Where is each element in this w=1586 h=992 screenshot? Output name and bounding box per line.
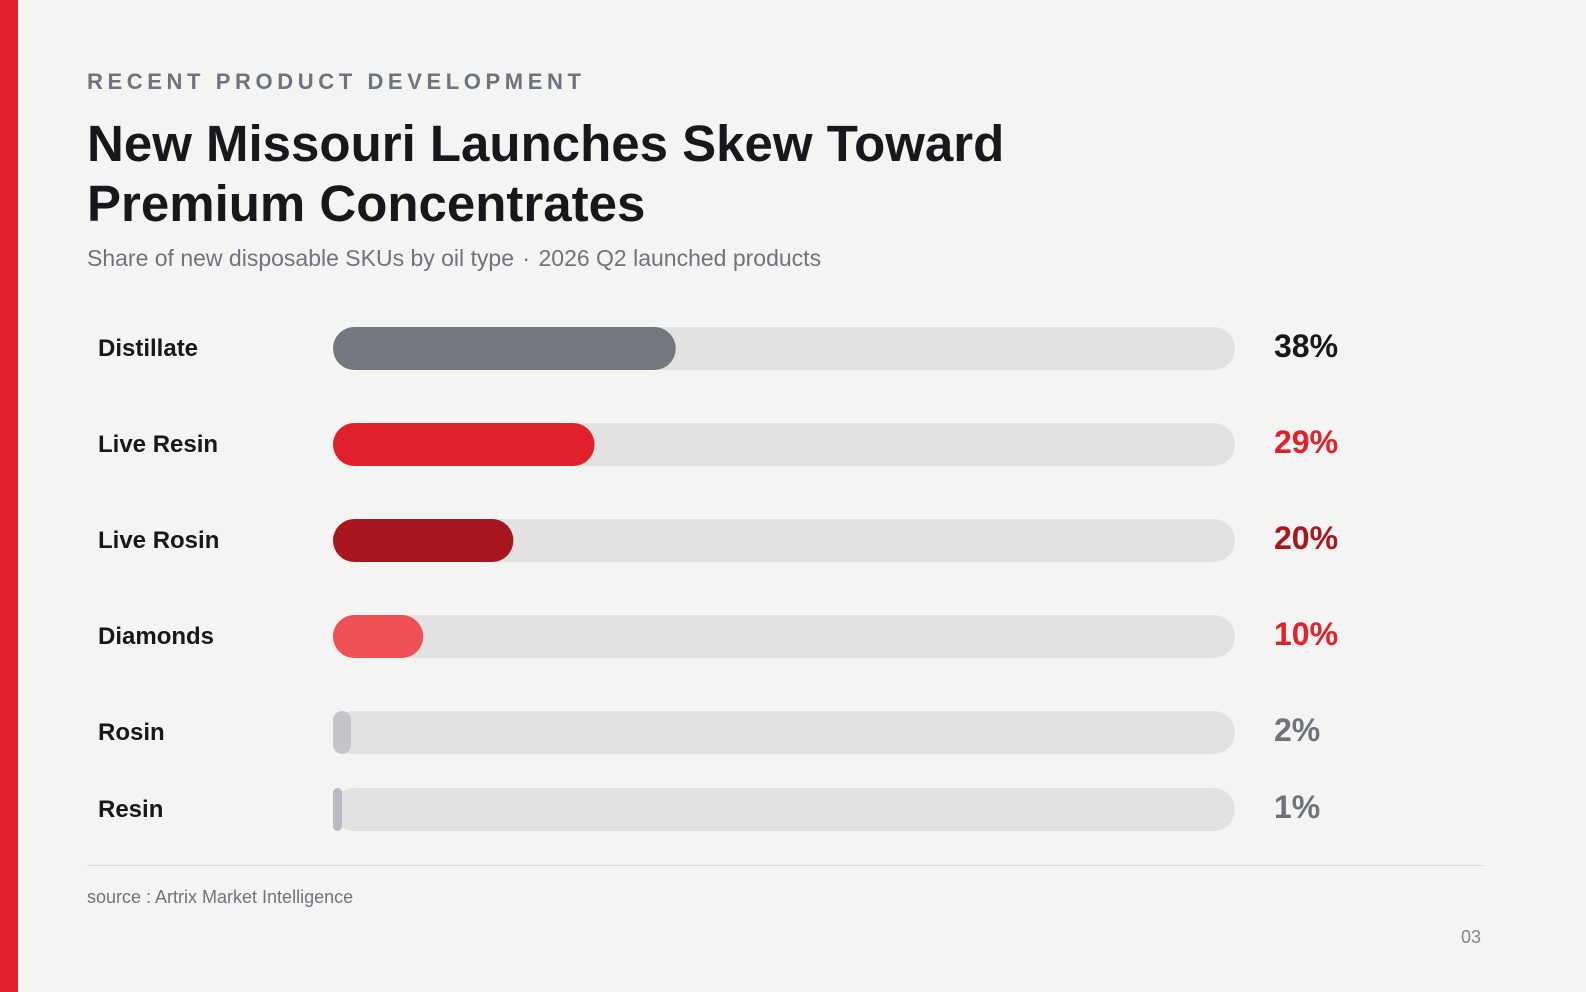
value-label-live-resin: 29%: [1274, 424, 1338, 460]
subtitle-separator: ·: [522, 245, 531, 271]
category-label-distillate: Distillate: [98, 335, 198, 362]
accent-stripe: [0, 0, 18, 992]
bar-rosin: [333, 711, 352, 754]
value-label-resin: 1%: [1274, 789, 1320, 825]
value-label-rosin: 2%: [1274, 712, 1320, 748]
page-subtitle: Share of new disposable SKUs by oil type…: [87, 245, 821, 272]
value-label-diamonds: 10%: [1274, 616, 1338, 652]
category-label-resin: Resin: [98, 796, 163, 823]
subtitle-period: 2026 Q2 launched products: [538, 245, 822, 271]
bar-track-diamonds: [333, 615, 1235, 658]
bar-diamonds: [333, 615, 424, 658]
source-note: source : Artrix Market Intelligence: [87, 887, 354, 907]
bar-resin: [333, 788, 343, 831]
bar-track-resin: [333, 788, 1235, 831]
subtitle-description: Share of new disposable SKUs by oil type: [87, 245, 515, 271]
category-label-live-rosin: Live Rosin: [98, 527, 219, 554]
page-number: 03: [1461, 927, 1482, 947]
section-eyebrow: RECENT PRODUCT DEVELOPMENT: [87, 69, 586, 94]
bar-track-live-rosin: [333, 519, 1235, 562]
bar-live-resin: [333, 423, 595, 466]
footer-divider: [87, 865, 1483, 866]
category-label-diamonds: Diamonds: [98, 623, 214, 650]
bar-distillate: [333, 327, 676, 370]
value-label-distillate: 38%: [1274, 328, 1338, 364]
page-title: New Missouri Launches Skew Toward Premiu…: [87, 115, 1005, 232]
bar-live-rosin: [333, 519, 514, 562]
category-label-rosin: Rosin: [98, 719, 165, 746]
category-label-live-resin: Live Resin: [98, 431, 218, 458]
value-label-live-rosin: 20%: [1274, 520, 1338, 556]
bar-track-rosin: [333, 711, 1235, 754]
